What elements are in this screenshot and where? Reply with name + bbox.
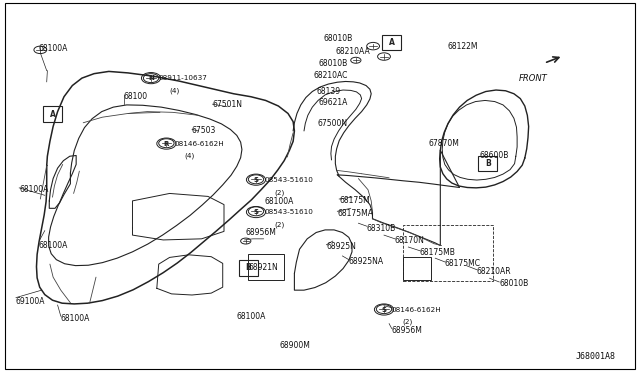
Text: S: S [381,307,387,312]
Text: A: A [49,110,56,119]
Text: 68010B: 68010B [499,279,529,288]
Text: 67870M: 67870M [429,139,460,148]
Text: N: N [148,75,154,81]
Text: 68100A: 68100A [237,312,266,321]
Text: 68100A: 68100A [19,185,49,194]
Text: 68900M: 68900M [280,341,310,350]
Text: 68956M: 68956M [392,326,422,335]
Text: 68310B: 68310B [367,224,396,232]
Text: 68175MB: 68175MB [420,248,456,257]
Text: 68010B: 68010B [318,59,348,68]
Text: A: A [388,38,395,47]
Text: 68100A: 68100A [61,314,90,323]
Text: 68139: 68139 [316,87,340,96]
Text: 68100: 68100 [124,92,148,101]
Text: 08911-10637: 08911-10637 [159,75,207,81]
Text: (4): (4) [170,87,180,94]
Text: 68925N: 68925N [326,242,356,251]
Text: 68122M: 68122M [448,42,479,51]
Text: 08543-51610: 08543-51610 [264,177,313,183]
Text: 69621A: 69621A [318,98,348,107]
Text: 67500N: 67500N [317,119,348,128]
Text: J68001A8: J68001A8 [576,352,616,361]
Text: 69100A: 69100A [16,297,45,306]
Text: (2): (2) [402,318,412,325]
Text: 08146-6162H: 08146-6162H [392,307,442,312]
Bar [43,106,62,122]
Text: B: B [485,159,490,168]
Text: S: S [253,209,259,215]
Text: 68100A: 68100A [38,241,68,250]
Text: 68210AC: 68210AC [314,71,348,80]
Text: 68170N: 68170N [395,236,425,245]
Text: 68210AR: 68210AR [477,267,511,276]
Text: 08543-51610: 08543-51610 [264,209,313,215]
Text: FRONT: FRONT [518,74,547,83]
Bar [403,225,493,281]
Bar [239,260,258,276]
Text: 68175MA: 68175MA [337,209,373,218]
Text: S: S [253,177,259,183]
Bar [248,254,284,280]
Text: (4): (4) [184,153,195,159]
Bar [382,35,401,50]
Text: 68010B: 68010B [324,34,353,43]
Text: 68210AA: 68210AA [335,47,370,56]
Text: B: B [246,263,251,272]
Text: 68600B: 68600B [480,151,509,160]
Text: 68921N: 68921N [248,263,278,272]
Text: 08146-6162H: 08146-6162H [174,141,224,147]
Text: (2): (2) [275,189,285,196]
Text: (2): (2) [275,221,285,228]
Text: 67501N: 67501N [212,100,243,109]
Text: 68925NA: 68925NA [349,257,384,266]
Text: 68100A: 68100A [264,197,294,206]
Text: 68175MC: 68175MC [445,259,481,268]
Bar [478,156,497,171]
Text: 68100A: 68100A [38,44,68,53]
Bar [403,257,431,280]
Text: 68956M: 68956M [246,228,276,237]
Text: 67503: 67503 [192,126,216,135]
Text: 68175M: 68175M [339,196,370,205]
Text: R: R [164,141,169,147]
